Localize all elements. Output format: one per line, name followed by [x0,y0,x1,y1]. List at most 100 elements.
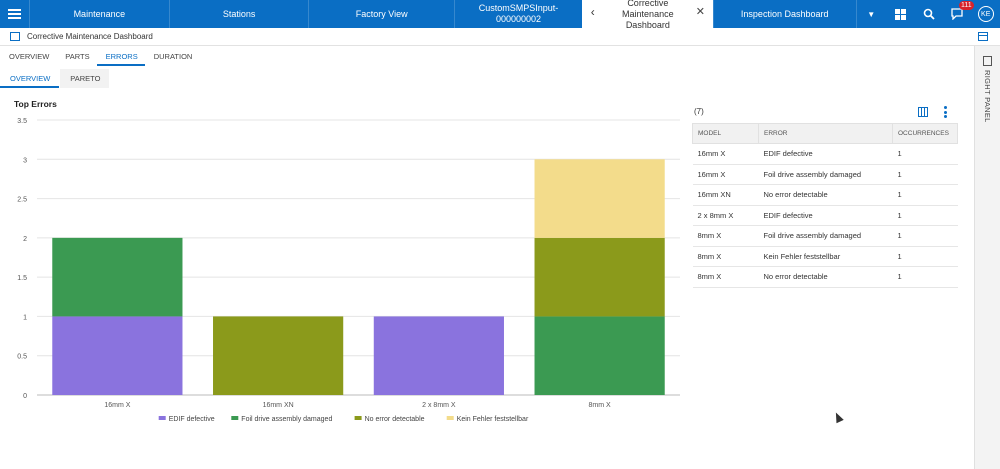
column-header-model[interactable]: MODEL [692,123,759,144]
cell-error: Foil drive assembly damaged [758,225,893,247]
page-title: Corrective Maintenance Dashboard [27,32,153,41]
table-row[interactable]: 2 x 8mm X EDIF defective 1 [692,205,958,226]
y-tick-label: 1 [23,314,27,321]
cell-model: 16mm X [692,143,759,165]
bar-segment [52,316,183,395]
column-header-occurrences[interactable]: OCCURRENCES [892,123,958,144]
right-panel-icon [983,56,992,66]
cell-model: 16mm X [692,164,759,185]
legend-swatch [446,416,454,420]
bar-segment [52,237,183,317]
avatar: KE [977,6,994,22]
bar-segment [534,316,665,395]
bar-segment [213,316,344,395]
x-tick-label: 8mm X [589,402,612,409]
cell-occurrences: 1 [892,164,958,185]
tab-overview[interactable]: OVERVIEW [9,52,50,61]
table-row[interactable]: 16mm X Foil drive assembly damaged 1 [692,164,958,185]
cell-error: No error detectable [758,266,893,288]
search-icon [923,8,935,20]
cell-occurrences: 1 [892,266,958,288]
x-tick-label: 16mm XN [263,402,294,409]
cell-occurrences: 1 [892,143,958,165]
cell-error: Kein Fehler feststellbar [758,246,893,267]
legend-swatch [354,416,362,420]
legend-swatch [158,416,166,420]
column-header-error[interactable]: ERROR [758,123,893,144]
tab-label: Factory View [355,8,408,19]
table-header-row: MODEL ERROR OCCURRENCES [692,123,958,144]
x-tick-label: 16mm X [104,402,130,409]
cell-error: Foil drive assembly damaged [758,164,893,185]
cell-error: EDIF defective [758,205,893,226]
y-tick-label: 0.5 [17,354,27,361]
cell-model: 8mm X [692,266,759,288]
close-icon[interactable]: ✕ [695,6,705,18]
tab-factory-view[interactable]: Factory View [307,0,454,28]
top-navigation-bar: Maintenance Stations Factory View Custom… [0,0,1000,30]
cell-occurrences: 1 [892,184,958,206]
cell-occurrences: 1 [892,225,958,247]
cell-model: 2 x 8mm X [692,205,759,226]
hamburger-menu-button[interactable] [0,0,29,28]
subtab-pareto[interactable]: PARETO [60,69,110,88]
tab-label: Corrective Maintenance Dashboard [622,0,674,30]
bar-segment [534,159,665,238]
legend-swatch [231,416,239,420]
table-row[interactable]: 8mm X Kein Fehler feststellbar 1 [692,246,958,267]
legend-label: EDIF defective [169,416,215,423]
y-tick-label: 2.5 [17,197,27,204]
hamburger-icon [7,13,21,15]
tab-label: Stations [222,8,256,19]
tab-inspection-dashboard[interactable]: Inspection Dashboard [712,0,856,28]
tab-custom-smps-input[interactable]: CustomSMPSInput-000000002 [454,0,581,28]
dashboard-tabs: OVERVIEW PARTS ERRORS DURATION [0,46,199,66]
caret-down-icon: ▼ [867,9,876,19]
tab-errors[interactable]: ERRORS [96,46,145,66]
cell-error: No error detectable [758,184,893,206]
cell-occurrences: 1 [892,205,958,226]
search-button[interactable] [914,0,943,28]
user-menu-button[interactable]: KE [971,0,1000,28]
chevron-left-icon[interactable]: ‹ [590,5,595,19]
tab-parts[interactable]: PARTS [65,52,90,61]
table-row[interactable]: 16mm X EDIF defective 1 [692,143,958,165]
errors-table: MODEL ERROR OCCURRENCES 16mm X EDIF defec… [692,123,958,288]
table-row[interactable]: 8mm X No error detectable 1 [692,266,958,288]
columns-icon[interactable] [918,107,928,117]
page-header: Corrective Maintenance Dashboard [0,28,1000,46]
tabs-dropdown-button[interactable]: ▼ [855,0,886,28]
tab-maintenance[interactable]: Maintenance [28,0,170,28]
y-tick-label: 3.5 [17,118,27,125]
tab-stations[interactable]: Stations [169,0,308,28]
tab-label: CustomSMPSInput-000000002 [478,3,559,24]
cell-occurrences: 1 [892,246,958,267]
bar-segment [373,316,504,395]
y-tick-label: 3 [23,157,27,164]
cell-model: 8mm X [692,246,759,267]
tab-label: Inspection Dashboard [740,8,829,19]
legend-label: Kein Fehler feststellbar [457,416,529,423]
y-tick-label: 0 [23,393,27,400]
notification-badge: 111 [958,1,974,10]
mouse-cursor-icon [832,410,844,424]
panel-toggle-icon[interactable] [978,32,988,41]
right-panel-label: RIGHT PANEL [983,70,992,123]
legend-label: No error detectable [365,416,425,423]
dashboard-icon [10,32,20,41]
cell-model: 16mm XN [692,184,759,206]
apps-button[interactable] [886,0,915,28]
bar-segment [534,237,665,317]
tab-corrective-maintenance-dashboard[interactable]: ‹ Corrective Maintenance Dashboard ✕ [581,0,713,30]
y-tick-label: 1.5 [17,275,27,282]
tab-duration[interactable]: DURATION [153,52,193,61]
table-row[interactable]: 8mm X Foil drive assembly damaged 1 [692,225,958,247]
cell-error: EDIF defective [758,143,893,165]
more-options-icon[interactable] [944,106,948,120]
errors-subtabs: OVERVIEW PARETO [0,69,110,89]
right-panel-rail[interactable]: RIGHT PANEL [974,46,1000,469]
table-row[interactable]: 16mm XN No error detectable 1 [692,184,958,206]
subtab-overview[interactable]: OVERVIEW [0,69,60,88]
notifications-button[interactable]: 111 [943,0,974,28]
chat-bubble-icon [951,8,963,20]
